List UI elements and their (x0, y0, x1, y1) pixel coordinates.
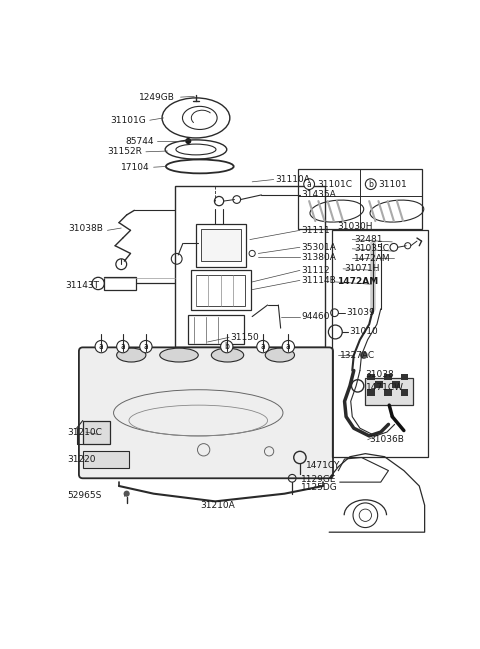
Text: 31010: 31010 (349, 328, 378, 336)
Text: 31210A: 31210A (200, 501, 235, 509)
Circle shape (365, 178, 376, 190)
Bar (332, 230, 428, 457)
Text: 1471CW: 1471CW (366, 383, 404, 392)
Bar (384, 389, 392, 396)
Text: a: a (307, 180, 312, 189)
Text: a: a (261, 342, 265, 351)
Bar (384, 374, 392, 380)
Text: 31038B: 31038B (69, 225, 104, 233)
Circle shape (140, 341, 152, 353)
Text: 94460: 94460 (301, 312, 330, 321)
Text: 85744: 85744 (125, 136, 154, 145)
Bar (83, 421, 110, 444)
Ellipse shape (211, 348, 244, 362)
Text: b: b (224, 342, 229, 351)
Text: 1125DG: 1125DG (301, 483, 338, 492)
Ellipse shape (265, 348, 295, 362)
Circle shape (95, 341, 108, 353)
Text: 52965S: 52965S (67, 491, 102, 500)
Text: 1129GE: 1129GE (301, 475, 337, 484)
Text: 31114B: 31114B (301, 276, 336, 285)
Circle shape (221, 341, 233, 353)
Bar (365, 378, 413, 405)
Text: 1471CY: 1471CY (306, 461, 340, 470)
Bar (104, 276, 136, 290)
Circle shape (185, 138, 192, 144)
Bar (401, 389, 408, 396)
Ellipse shape (117, 348, 146, 362)
Text: 1472AM: 1472AM (354, 254, 390, 263)
Text: 31039: 31039 (346, 308, 375, 317)
Circle shape (282, 341, 295, 353)
Text: 31101: 31101 (378, 180, 407, 189)
Text: 1327AC: 1327AC (340, 350, 375, 360)
Text: 31035C: 31035C (354, 244, 389, 253)
Text: 31150: 31150 (230, 333, 259, 342)
FancyBboxPatch shape (79, 347, 333, 478)
Bar (191, 271, 251, 310)
Bar (196, 275, 245, 306)
Text: a: a (144, 342, 148, 351)
Bar (188, 315, 244, 345)
Text: 31036B: 31036B (369, 435, 404, 445)
Text: 31380A: 31380A (301, 253, 336, 262)
Text: 31220: 31220 (67, 454, 96, 463)
Text: a: a (286, 342, 291, 351)
Bar (375, 381, 383, 388)
Text: 17104: 17104 (121, 163, 150, 172)
Text: a: a (99, 342, 104, 351)
Text: 31143T: 31143T (66, 281, 100, 290)
Bar (392, 381, 400, 388)
Text: b: b (368, 180, 373, 189)
Circle shape (123, 491, 130, 496)
Text: 31030H: 31030H (337, 222, 372, 231)
Text: 31111: 31111 (301, 226, 330, 235)
Text: 31110A: 31110A (275, 175, 310, 184)
Text: 35301A: 35301A (301, 243, 336, 252)
Text: 31071H: 31071H (345, 264, 380, 273)
Text: 31152R: 31152R (107, 147, 142, 156)
Bar (175, 186, 324, 347)
Circle shape (257, 341, 269, 353)
Text: 32481: 32481 (354, 235, 382, 244)
Circle shape (304, 178, 314, 190)
Text: 31038: 31038 (365, 370, 394, 379)
Circle shape (360, 351, 368, 359)
Bar (367, 374, 374, 380)
Text: 1472AM: 1472AM (337, 277, 378, 286)
Text: 31112: 31112 (301, 266, 330, 275)
Bar (201, 229, 241, 261)
Text: a: a (120, 342, 125, 351)
Text: 1249GB: 1249GB (139, 93, 175, 102)
Bar (401, 374, 408, 380)
Bar (196, 224, 246, 267)
Bar (83, 451, 129, 469)
Ellipse shape (160, 348, 198, 362)
Text: 31101C: 31101C (317, 180, 352, 189)
Bar (367, 389, 374, 396)
Text: 31210C: 31210C (67, 428, 102, 437)
Text: 31435A: 31435A (301, 190, 336, 199)
Bar (299, 169, 421, 229)
Circle shape (117, 341, 129, 353)
Text: 31101G: 31101G (110, 116, 146, 125)
